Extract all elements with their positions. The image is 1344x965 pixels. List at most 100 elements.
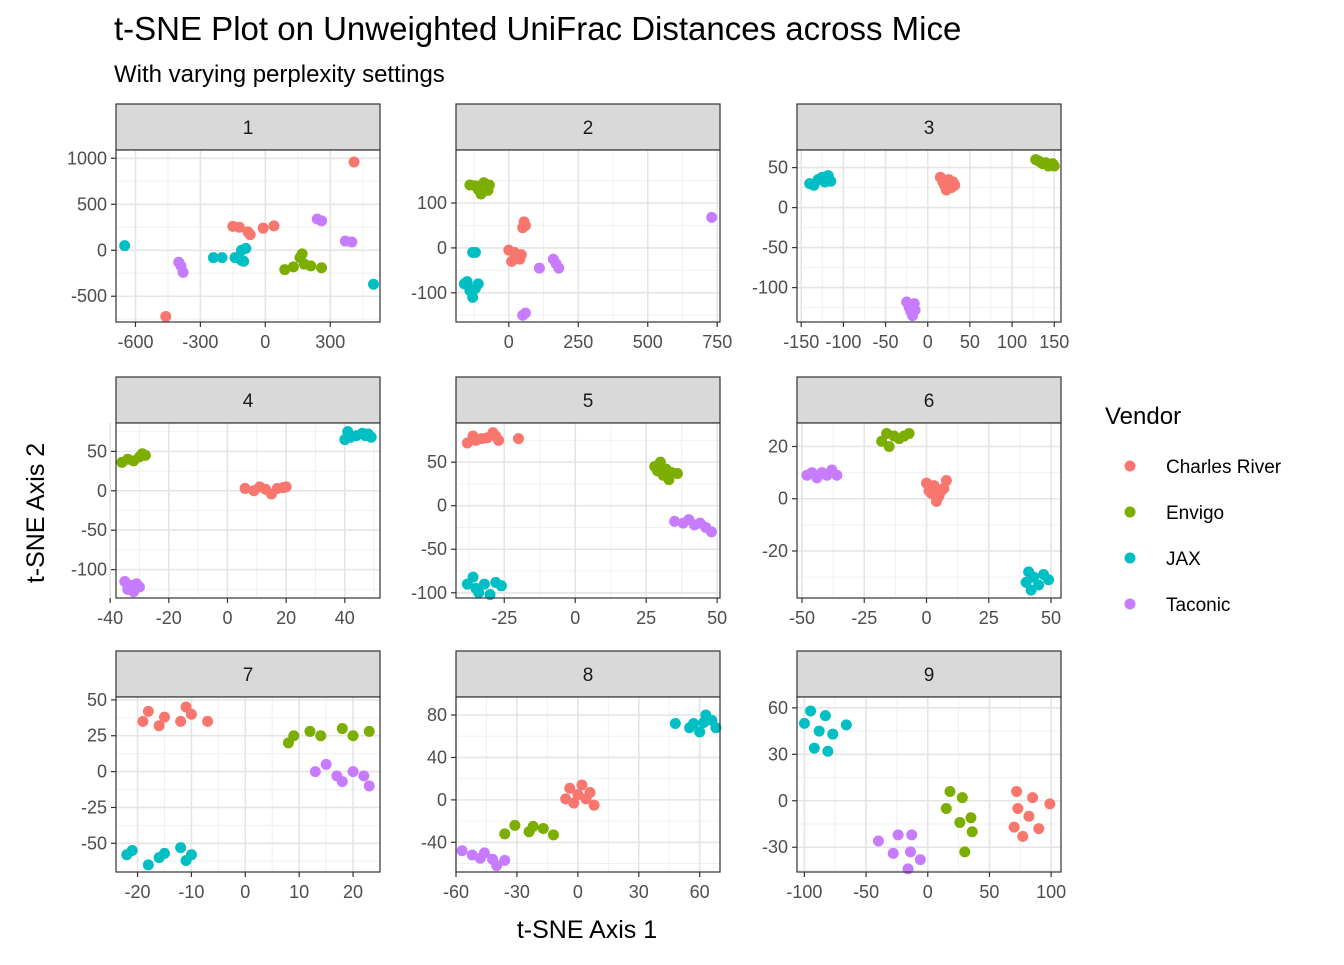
x-tick-label: -30 xyxy=(504,882,530,902)
x-tick-label: -300 xyxy=(182,332,218,352)
facet-strip-label: 6 xyxy=(924,391,935,412)
x-tick-label: 30 xyxy=(629,882,649,902)
panel-background xyxy=(797,423,1061,598)
data-point xyxy=(822,745,834,757)
data-point xyxy=(1043,574,1055,586)
chart-title: t-SNE Plot on Unweighted UniFrac Distanc… xyxy=(114,10,961,47)
y-tick-label: -25 xyxy=(81,797,107,817)
data-point xyxy=(1017,830,1029,842)
x-tick-label: 250 xyxy=(563,332,593,352)
facet-strip xyxy=(796,650,1062,698)
y-tick-label: 80 xyxy=(427,705,447,725)
data-point xyxy=(175,715,187,727)
x-tick-label: 0 xyxy=(923,332,933,352)
facet-strip xyxy=(796,103,1062,151)
data-point xyxy=(316,262,328,274)
data-point xyxy=(304,725,316,737)
legend-key xyxy=(1124,598,1136,610)
chart-subtitle: With varying perplexity settings xyxy=(114,61,445,88)
y-tick-label: 50 xyxy=(87,441,107,461)
y-tick-label: -100 xyxy=(752,278,788,298)
data-point xyxy=(872,835,884,847)
panel-background xyxy=(797,150,1061,322)
data-point xyxy=(347,730,359,742)
x-tick-label: 100 xyxy=(1036,882,1066,902)
data-point xyxy=(564,782,576,794)
data-point xyxy=(363,725,375,737)
data-point xyxy=(309,766,321,778)
x-tick-label: -20 xyxy=(156,608,182,628)
data-point xyxy=(202,715,214,727)
data-point xyxy=(126,844,138,856)
panel-border xyxy=(455,696,721,873)
x-tick-label: -50 xyxy=(873,332,899,352)
y-tick-label: 0 xyxy=(97,481,107,501)
data-point xyxy=(1008,821,1020,833)
data-point xyxy=(688,718,700,730)
data-point xyxy=(288,730,300,742)
facet-panel-8: 8 -60 -30 0 30 60 -40 0 40 80 xyxy=(421,650,722,902)
y-tick-label: -500 xyxy=(71,286,107,306)
data-point xyxy=(669,718,681,730)
x-tick-label: -150 xyxy=(783,332,819,352)
data-point xyxy=(909,304,921,316)
panel-border xyxy=(455,149,721,323)
x-tick-label: 0 xyxy=(922,608,932,628)
x-tick-label: -50 xyxy=(853,882,879,902)
data-point xyxy=(239,482,251,494)
data-point xyxy=(365,431,377,443)
y-tick-label: 60 xyxy=(768,698,788,718)
panel-border xyxy=(796,149,1062,323)
data-point xyxy=(207,252,219,264)
data-point xyxy=(892,829,904,841)
data-point xyxy=(296,248,308,260)
data-point xyxy=(966,826,978,838)
data-point xyxy=(710,722,722,734)
y-tick-label: -40 xyxy=(421,832,447,852)
data-point xyxy=(883,441,895,453)
data-point xyxy=(1012,803,1024,815)
x-tick-label: 100 xyxy=(997,332,1027,352)
data-point xyxy=(358,770,370,782)
facet-strip-label: 8 xyxy=(583,665,594,686)
data-point xyxy=(1011,785,1023,797)
data-point xyxy=(1044,798,1056,810)
facet-strip-label: 2 xyxy=(583,118,594,139)
data-point xyxy=(705,526,717,538)
data-point xyxy=(257,222,269,234)
data-point xyxy=(519,307,531,319)
data-point xyxy=(133,581,145,593)
data-point xyxy=(478,847,490,859)
data-point xyxy=(533,262,545,274)
data-point xyxy=(244,229,256,241)
x-tick-label: 50 xyxy=(707,608,727,628)
y-tick-label: -50 xyxy=(421,539,447,559)
x-tick-label: -40 xyxy=(97,608,123,628)
x-axis-title: t-SNE Axis 1 xyxy=(517,916,657,944)
x-tick-label: 0 xyxy=(504,332,514,352)
panel-border xyxy=(115,422,381,599)
data-point xyxy=(825,175,837,187)
x-tick-label: -20 xyxy=(125,882,151,902)
data-point xyxy=(238,255,250,267)
data-point xyxy=(240,242,252,254)
x-tick-label: 50 xyxy=(979,882,999,902)
legend-title: Vendor xyxy=(1105,403,1181,430)
data-point xyxy=(216,252,228,264)
legend-label: Charles River xyxy=(1166,457,1282,478)
y-tick-label: 100 xyxy=(417,193,447,213)
facet-panel-5: 5 -25 0 25 50 -100 -50 0 50 xyxy=(411,376,727,628)
legend-label: Taconic xyxy=(1166,595,1230,616)
data-point xyxy=(940,474,952,486)
y-tick-label: 500 xyxy=(77,194,107,214)
y-tick-label: 0 xyxy=(437,238,447,258)
data-point xyxy=(469,246,481,258)
data-point xyxy=(512,433,524,445)
x-tick-label: 20 xyxy=(343,882,363,902)
x-tick-label: 25 xyxy=(979,608,999,628)
data-point xyxy=(808,742,820,754)
facet-panel-3: 3 -150 -100 -50 0 50 100 150 -100 -50 0 50 xyxy=(752,103,1069,352)
data-point xyxy=(959,846,971,858)
facet-panel-4: 4 -40 -20 0 20 40 -100 -50 0 50 xyxy=(71,376,381,628)
y-tick-label: 0 xyxy=(437,790,447,810)
